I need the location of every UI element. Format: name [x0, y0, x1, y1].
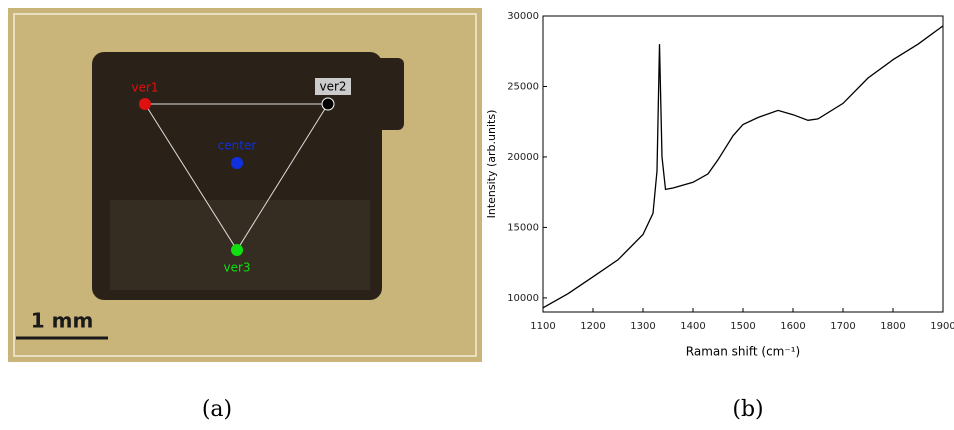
y-axis-label: Intensity (arb.units)	[485, 110, 498, 219]
spectrum-line	[543, 26, 943, 308]
y-tick-label: 30000	[507, 11, 539, 22]
sample-tab	[360, 58, 404, 130]
point-ver1	[139, 98, 151, 110]
y-tick-label: 20000	[507, 152, 539, 163]
y-tick-label: 25000	[507, 81, 539, 92]
x-tick-label: 1200	[580, 321, 605, 332]
x-tick-label: 1300	[630, 321, 655, 332]
plot-frame	[543, 16, 943, 312]
x-tick-label: 1700	[830, 321, 855, 332]
figure: ver1 ver2 center ver3 1 mm Raman shift (…	[0, 0, 954, 430]
label-ver3: ver3	[223, 261, 250, 275]
point-center	[231, 157, 243, 169]
caption: (b)	[732, 397, 763, 422]
x-tick-label: 1500	[730, 321, 755, 332]
scale-bar-label: 1 mm	[31, 309, 94, 333]
x-tick-label: 1600	[780, 321, 805, 332]
x-tick-label: 1900	[930, 321, 954, 332]
x-tick-label: 1100	[530, 321, 555, 332]
x-tick-label: 1400	[680, 321, 705, 332]
x-tick-label: 1800	[880, 321, 905, 332]
y-tick-label: 10000	[507, 293, 539, 304]
label-ver1: ver1	[131, 81, 158, 95]
x-axis-label: Raman shift (cm⁻¹)	[686, 345, 800, 359]
point-ver3	[231, 244, 243, 256]
label-ver2: ver2	[319, 80, 346, 94]
point-ver2	[322, 98, 334, 110]
caption: (a)	[202, 397, 232, 422]
label-center: center	[218, 139, 257, 153]
y-tick-label: 15000	[507, 222, 539, 233]
